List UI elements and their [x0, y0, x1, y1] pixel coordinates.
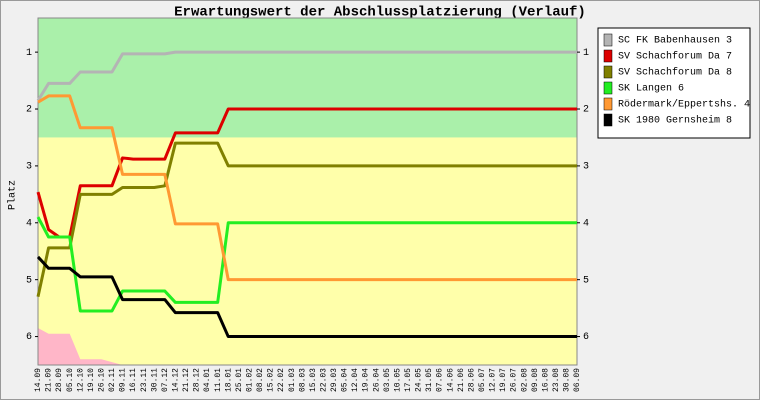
- x-tick-label: 21.06: [457, 368, 466, 392]
- x-tick-label: 22.02: [277, 368, 286, 392]
- x-tick-label: 22.03: [319, 368, 328, 392]
- y-tick-label: 5: [583, 275, 589, 286]
- series-line: [36, 50, 577, 102]
- series-line: [37, 94, 577, 282]
- x-tick-label: 08.02: [256, 368, 265, 392]
- x-tick-label: 07.06: [436, 368, 445, 392]
- x-tick-label: 08.03: [298, 368, 307, 392]
- x-tick-label: 05.04: [341, 368, 350, 392]
- x-tick-label: 05.10: [66, 368, 75, 392]
- legend-swatch: [603, 113, 613, 127]
- series-line: [36, 255, 577, 339]
- series-line: [36, 107, 577, 239]
- legend-label: SK 1980 Gernsheim 8: [618, 115, 732, 127]
- x-tick-label: 05.07: [478, 368, 487, 392]
- x-tick-label: 23.11: [140, 368, 149, 392]
- x-tick-label: 15.03: [309, 368, 318, 392]
- x-tick-label: 12.04: [351, 368, 360, 392]
- y-tick-label: 2: [26, 105, 32, 116]
- x-tick-label: 09.08: [531, 368, 540, 392]
- x-tick-label: 14.09: [34, 368, 43, 392]
- legend-box: [597, 27, 751, 139]
- legend-swatch: [603, 65, 613, 79]
- x-tick-label: 11.01: [214, 368, 223, 392]
- y-axis-label: Platz: [7, 180, 19, 210]
- legend-label: SC FK Babenhausen 3: [618, 35, 732, 47]
- x-tick-label: 04.01: [203, 368, 212, 392]
- x-tick-label: 16.08: [541, 368, 550, 392]
- area: [38, 328, 123, 365]
- x-tick-label: 29.03: [330, 368, 339, 392]
- x-tick-label: 17.05: [404, 368, 413, 392]
- x-tick-label: 12.07: [489, 368, 498, 392]
- x-tick-label: 18.01: [224, 368, 233, 392]
- legend-label: SK Langen 6: [618, 84, 684, 95]
- x-tick-label: 30.11: [150, 368, 159, 392]
- x-tick-label: 23.08: [552, 368, 561, 392]
- x-tick-label: 01.02: [245, 368, 254, 392]
- x-tick-label: 30.08: [563, 368, 572, 392]
- legend-label: SV Schachforum Da 7: [618, 51, 732, 63]
- x-tick-label: 24.05: [415, 368, 424, 392]
- x-tick-label: 14.06: [446, 368, 455, 392]
- x-tick-label: 31.05: [425, 368, 434, 392]
- legend-label: SV Schachforum Da 8: [618, 67, 732, 79]
- y-tick-label: 6: [26, 332, 32, 343]
- x-tick-label: 28.12: [193, 368, 202, 392]
- x-tick-label: 06.09: [573, 368, 582, 392]
- x-tick-label: 16.11: [129, 368, 138, 392]
- x-tick-label: 28.06: [467, 368, 476, 392]
- zone-band: [38, 18, 577, 138]
- y-tick-label: 4: [583, 218, 589, 229]
- y-tick-label: 3: [26, 162, 32, 173]
- x-tick-label: 21.09: [45, 368, 54, 392]
- x-tick-label: 26.10: [98, 368, 107, 392]
- y-tick-label: 4: [26, 218, 32, 229]
- x-tick-label: 25.01: [235, 368, 244, 392]
- x-tick-label: 02.11: [108, 368, 117, 392]
- x-tick-label: 14.12: [172, 368, 181, 392]
- y-tick-label: 6: [583, 332, 589, 343]
- y-tick-label: 2: [583, 105, 589, 116]
- y-tick-label: 3: [583, 162, 589, 173]
- series-line: [36, 141, 577, 298]
- x-tick-label: 19.04: [362, 368, 371, 392]
- y-tick-label: 5: [26, 275, 32, 286]
- chart-title: Erwartungswert der Abschlussplatzierung …: [174, 5, 586, 21]
- x-tick-label: 01.03: [288, 368, 297, 392]
- y-tick-label: 1: [26, 48, 32, 59]
- x-tick-label: 07.12: [161, 368, 170, 392]
- x-tick-label: 28.09: [55, 368, 64, 392]
- legend-swatch: [603, 49, 613, 63]
- y-tick-label: 1: [583, 48, 589, 59]
- x-tick-label: 10.05: [393, 368, 402, 392]
- x-tick-label: 12.10: [76, 368, 85, 392]
- x-tick-label: 15.02: [267, 368, 276, 392]
- x-tick-label: 19.10: [87, 368, 96, 392]
- x-tick-label: 19.07: [499, 368, 508, 392]
- x-tick-label: 09.11: [119, 368, 128, 392]
- legend-swatch: [603, 33, 613, 47]
- series-line: [36, 216, 577, 313]
- x-tick-label: 03.05: [383, 368, 392, 392]
- legend-swatch: [603, 97, 613, 111]
- x-tick-label: 02.08: [520, 368, 529, 392]
- legend-swatch: [603, 81, 613, 95]
- x-tick-label: 26.04: [372, 368, 381, 392]
- legend-label: Rödermark/Eppertshs. 4: [618, 99, 750, 111]
- x-tick-label: 26.07: [510, 368, 519, 392]
- plot-border: [37, 17, 578, 366]
- x-tick-label: 21.12: [182, 368, 191, 392]
